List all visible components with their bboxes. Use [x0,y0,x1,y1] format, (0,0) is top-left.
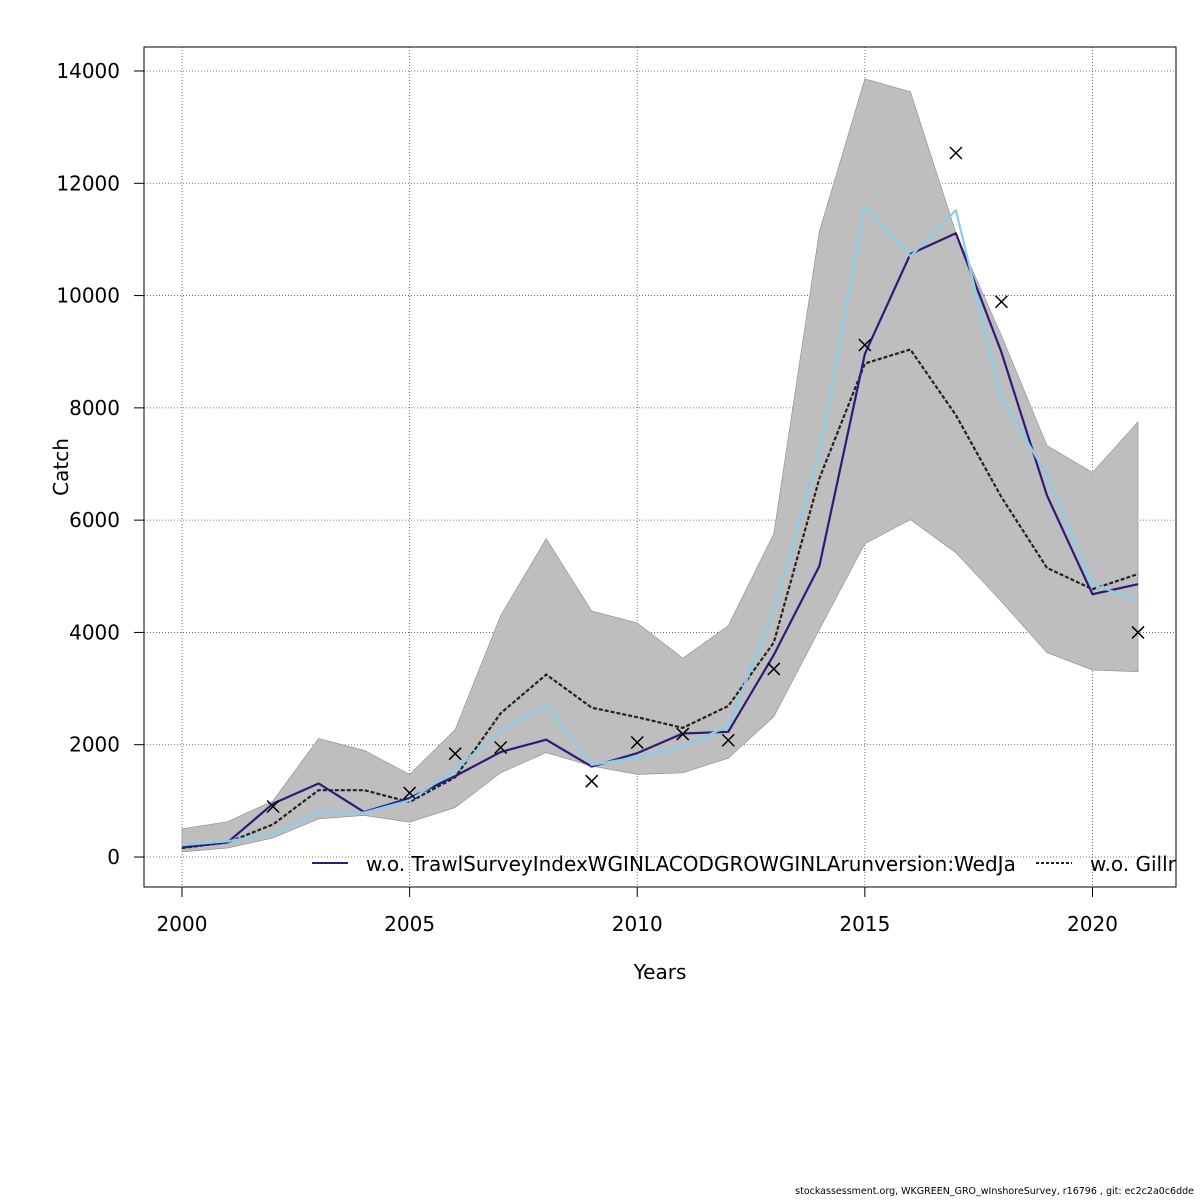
y-tick-label-7: 14000 [56,59,120,83]
observed-point-stroke-b [585,774,599,788]
observed-point-3 [494,740,508,755]
observed-point-9 [858,338,872,352]
observed-point-1 [403,786,417,800]
observed-point-stroke-b [448,747,462,761]
observed-point-stroke-b [494,740,508,755]
observed-point-stroke-b [858,338,872,352]
confidence-band [181,78,1139,853]
observed-point-6 [676,727,690,741]
series-line-1 [181,348,1139,850]
observed-point-stroke-b [1131,625,1145,639]
y-tick-label-1: 2000 [69,733,120,757]
y-tick-label-2: 4000 [69,620,120,644]
observed-point-7 [721,733,735,747]
observed-point-4 [585,774,599,788]
y-tick-label-3: 6000 [69,508,120,532]
x-tick-label-0: 2000 [157,912,208,936]
observed-point-stroke-b [676,727,690,741]
observed-markers [266,146,1145,814]
observed-point-stroke-b [630,735,644,749]
y-tick-label-6: 12000 [56,171,120,195]
x-tick-label-1: 2005 [384,912,435,936]
plot-frame [143,46,1177,888]
series-line-2 [181,232,1139,849]
observed-point-12 [1131,625,1145,639]
axes: 2000 2005 2010 2015 2020 0 2000 4000 6000 8000 100… [56,59,1118,936]
x-tick-label-2: 2010 [612,912,663,936]
legend: w.o. TrawlSurveyIndexWGINLACODGROWGINLAr… [312,852,1177,876]
y-axis-label: Catch [49,438,73,496]
observed-point-8 [767,662,781,676]
y-tick-label-4: 8000 [69,396,120,420]
legend-label-series-3: w.o. Gillr [1090,852,1177,876]
observed-point-2 [448,747,462,761]
observed-point-stroke-b [994,295,1008,309]
x-axis-label: Years [633,960,687,984]
series-line-3 [181,205,1139,847]
observed-point-11 [994,295,1008,309]
observed-point-stroke-b [767,662,781,676]
legend-label-series-2: w.o. TrawlSurveyIndexWGINLACODGROWGINLAr… [366,852,1016,876]
observed-point-stroke-b [721,733,735,747]
observed-point-10 [949,146,963,160]
series-lines [181,205,1139,850]
observed-point-5 [630,735,644,749]
x-tick-label-3: 2015 [839,912,890,936]
observed-point-stroke-b [266,799,280,814]
x-tick-label-4: 2020 [1067,912,1118,936]
y-tick-label-0: 0 [107,845,120,869]
y-tick-label-5: 10000 [56,284,120,308]
footer-text: stockassessment.org, WKGREEN_GRO_wInshor… [795,1186,1194,1197]
observed-point-0 [266,799,280,814]
observed-point-stroke-b [949,146,963,160]
observed-point-stroke-b [403,786,417,800]
